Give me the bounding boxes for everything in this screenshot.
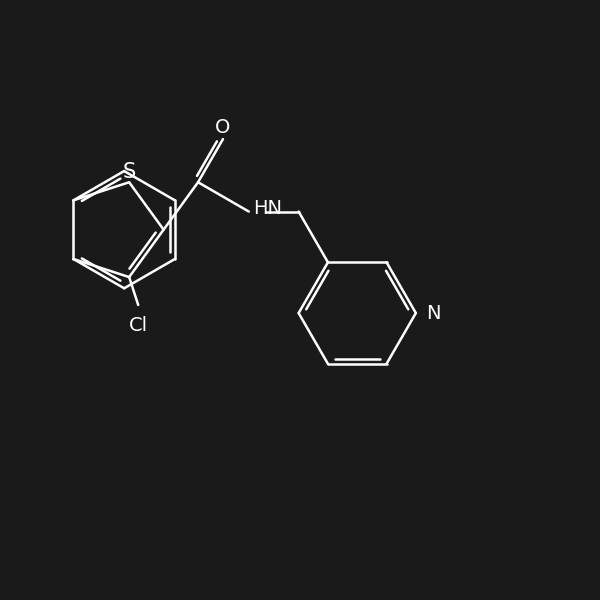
Text: Cl: Cl [128,316,148,335]
Text: O: O [215,118,230,137]
Text: S: S [122,161,136,182]
Text: N: N [427,304,441,323]
Text: HN: HN [253,199,283,218]
